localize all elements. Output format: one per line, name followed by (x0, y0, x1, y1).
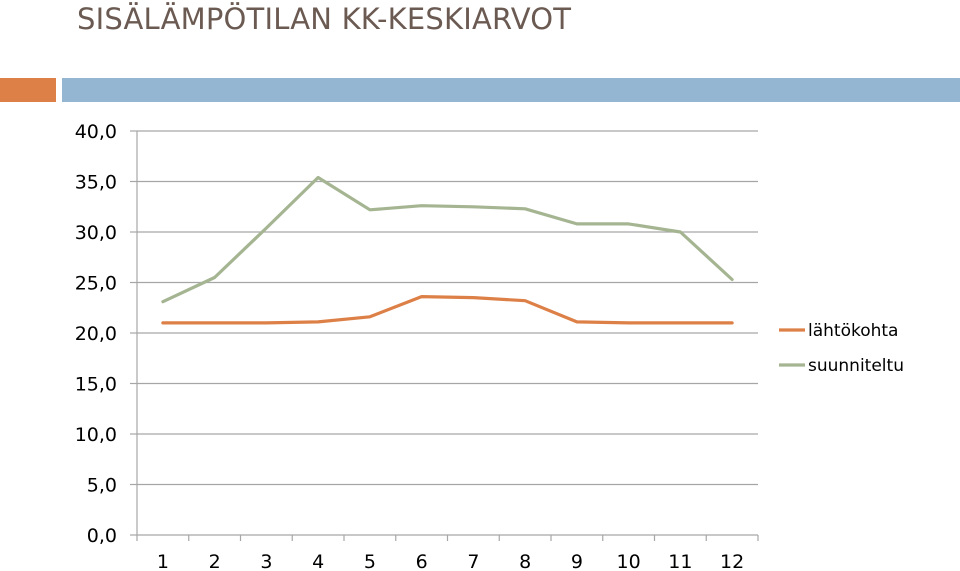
x-tick-label: 12 (720, 551, 744, 571)
x-tick-label: 9 (571, 551, 583, 571)
tick-labels: 0,05,010,015,020,025,030,035,040,01 2 3 4 5 6… (75, 121, 745, 571)
x-tick-label: 5 (364, 551, 376, 571)
y-tick-label: 25,0 (75, 273, 117, 295)
slide-title: SISÄLÄMPÖTILAN KK-KESKIARVOT (77, 2, 572, 36)
x-tick-label: 11 (668, 551, 692, 571)
series-line-1 (161, 295, 734, 325)
y-tick-label: 20,0 (75, 323, 117, 345)
legend-label: lähtökohta (808, 321, 898, 341)
gridlines (137, 130, 758, 486)
y-tick-label: 5,0 (87, 475, 117, 497)
y-tick-label: 10,0 (75, 424, 117, 446)
x-tick-label: 3 (260, 551, 272, 571)
y-tick-label: 30,0 (75, 222, 117, 244)
x-tick-label: 1 (157, 551, 169, 571)
legend-label: suunniteltu (808, 356, 904, 376)
series-lines (161, 175, 734, 325)
y-tick-label: 15,0 (75, 374, 117, 396)
y-tick-label: 40,0 (75, 121, 117, 143)
y-tick-label: 35,0 (75, 172, 117, 194)
x-tick-label: 4 (312, 551, 324, 571)
x-tick-label: 10 (617, 551, 641, 571)
accent-bar-blue (62, 78, 960, 102)
axes (130, 130, 759, 541)
x-tick-label: 2 (209, 551, 221, 571)
x-tick-label: 8 (519, 551, 531, 571)
legend: lähtökohta suunniteltu (779, 321, 904, 376)
x-tick-label: 7 (467, 551, 479, 571)
accent-bar-orange (0, 78, 56, 102)
series-line-2 (161, 175, 734, 304)
y-tick-label: 0,0 (87, 525, 117, 547)
x-tick-label: 6 (416, 551, 428, 571)
